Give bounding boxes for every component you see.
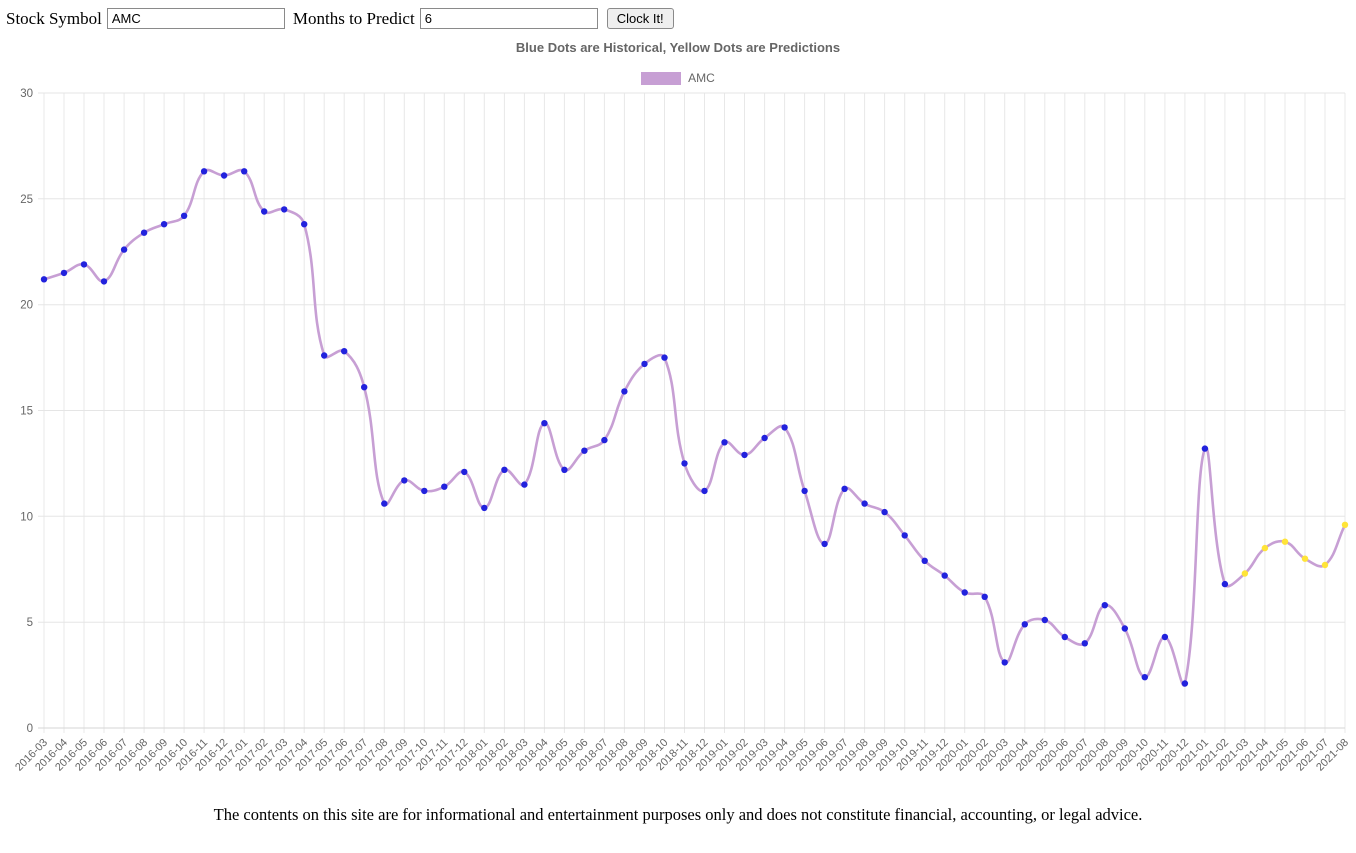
legend-color-swatch [641, 71, 682, 85]
historical-point [361, 384, 368, 391]
historical-point [401, 477, 408, 484]
y-tick-label: 10 [20, 511, 33, 523]
historical-point [1101, 602, 1109, 609]
historical-point [241, 168, 248, 175]
historical-point [60, 269, 68, 277]
historical-point [541, 420, 548, 427]
legend-label: AMC [688, 71, 715, 85]
chart-legend-item[interactable]: AMC [0, 71, 1356, 85]
historical-point [321, 352, 328, 359]
historical-point [200, 168, 208, 175]
historical-point [100, 278, 108, 285]
historical-point [941, 572, 948, 579]
price-line [43, 168, 1347, 687]
historical-point [781, 424, 788, 431]
historical-point [341, 348, 348, 355]
stock-symbol-label: Stock Symbol [6, 8, 102, 28]
historical-point [861, 500, 868, 507]
prediction-point [1281, 538, 1289, 545]
y-tick-label: 15 [20, 406, 33, 418]
historical-point [661, 354, 668, 361]
historical-point [421, 487, 428, 495]
controls-bar: Stock Symbol Months to Predict Clock It! [0, 0, 1356, 31]
historical-point [621, 388, 628, 395]
clock-it-button[interactable]: Clock It! [606, 8, 674, 29]
historical-point [1081, 640, 1089, 647]
historical-point [120, 246, 128, 253]
historical-point [641, 360, 648, 368]
chart-grid [38, 92, 1346, 733]
historical-point [921, 557, 928, 564]
x-axis-tick-labels: 2016-032016-042016-052016-062016-072016-… [13, 737, 1351, 774]
historical-point [881, 508, 888, 516]
historical-point [1141, 674, 1149, 681]
disclaimer-text: The contents on this site are for inform… [213, 805, 1143, 824]
months-to-predict-input[interactable] [419, 8, 598, 29]
historical-point [220, 172, 228, 179]
historical-point [761, 434, 768, 442]
historical-point [901, 532, 908, 539]
y-tick-label: 20 [20, 300, 33, 312]
prediction-point [1341, 521, 1349, 528]
historical-point [841, 485, 848, 492]
months-to-predict-label: Months to Predict [292, 8, 415, 28]
stock-symbol-input[interactable] [106, 8, 285, 29]
historical-point [1201, 445, 1209, 452]
historical-point [281, 206, 288, 213]
historical-point [381, 500, 388, 507]
historical-point [80, 261, 88, 268]
prediction-point [1301, 555, 1309, 562]
historical-point [160, 221, 168, 228]
y-tick-label: 5 [27, 617, 33, 629]
prediction-point [1321, 561, 1329, 569]
historical-point [1001, 659, 1008, 666]
stock-price-chart: 0 5 10 15 20 25 30 2016-032016-042016-052016-06… [13, 88, 1351, 774]
historical-point [601, 436, 608, 444]
historical-point [801, 487, 808, 495]
historical-point [821, 540, 828, 548]
historical-point [1021, 621, 1028, 628]
historical-point [1161, 633, 1169, 641]
y-tick-label: 25 [20, 194, 33, 206]
y-axis-tick-labels: 0 5 10 15 20 25 30 [20, 88, 33, 735]
historical-point [681, 460, 688, 467]
historical-point [461, 468, 468, 476]
historical-point [481, 504, 488, 512]
historical-point [1121, 625, 1129, 632]
y-tick-label: 0 [27, 723, 33, 735]
historical-point [1041, 616, 1049, 624]
y-tick-label: 30 [20, 88, 33, 100]
historical-point [961, 589, 968, 596]
historical-point [301, 221, 308, 228]
prediction-point [1261, 544, 1269, 552]
historical-point [561, 466, 568, 473]
historical-point [521, 481, 528, 488]
historical-point [1221, 580, 1229, 588]
historical-point [701, 487, 708, 495]
historical-point [981, 593, 988, 600]
historical-point [721, 439, 728, 446]
historical-point [180, 212, 188, 219]
historical-point [441, 483, 448, 490]
historical-point [1181, 680, 1189, 687]
chart-title: Blue Dots are Historical, Yellow Dots ar… [515, 40, 841, 55]
historical-point [501, 466, 508, 473]
prediction-point [1241, 570, 1249, 577]
historical-point [741, 451, 748, 459]
historical-point [140, 229, 148, 236]
historical-point [40, 276, 48, 283]
historical-point [261, 208, 268, 215]
historical-point [581, 447, 588, 454]
historical-point [1061, 633, 1069, 641]
